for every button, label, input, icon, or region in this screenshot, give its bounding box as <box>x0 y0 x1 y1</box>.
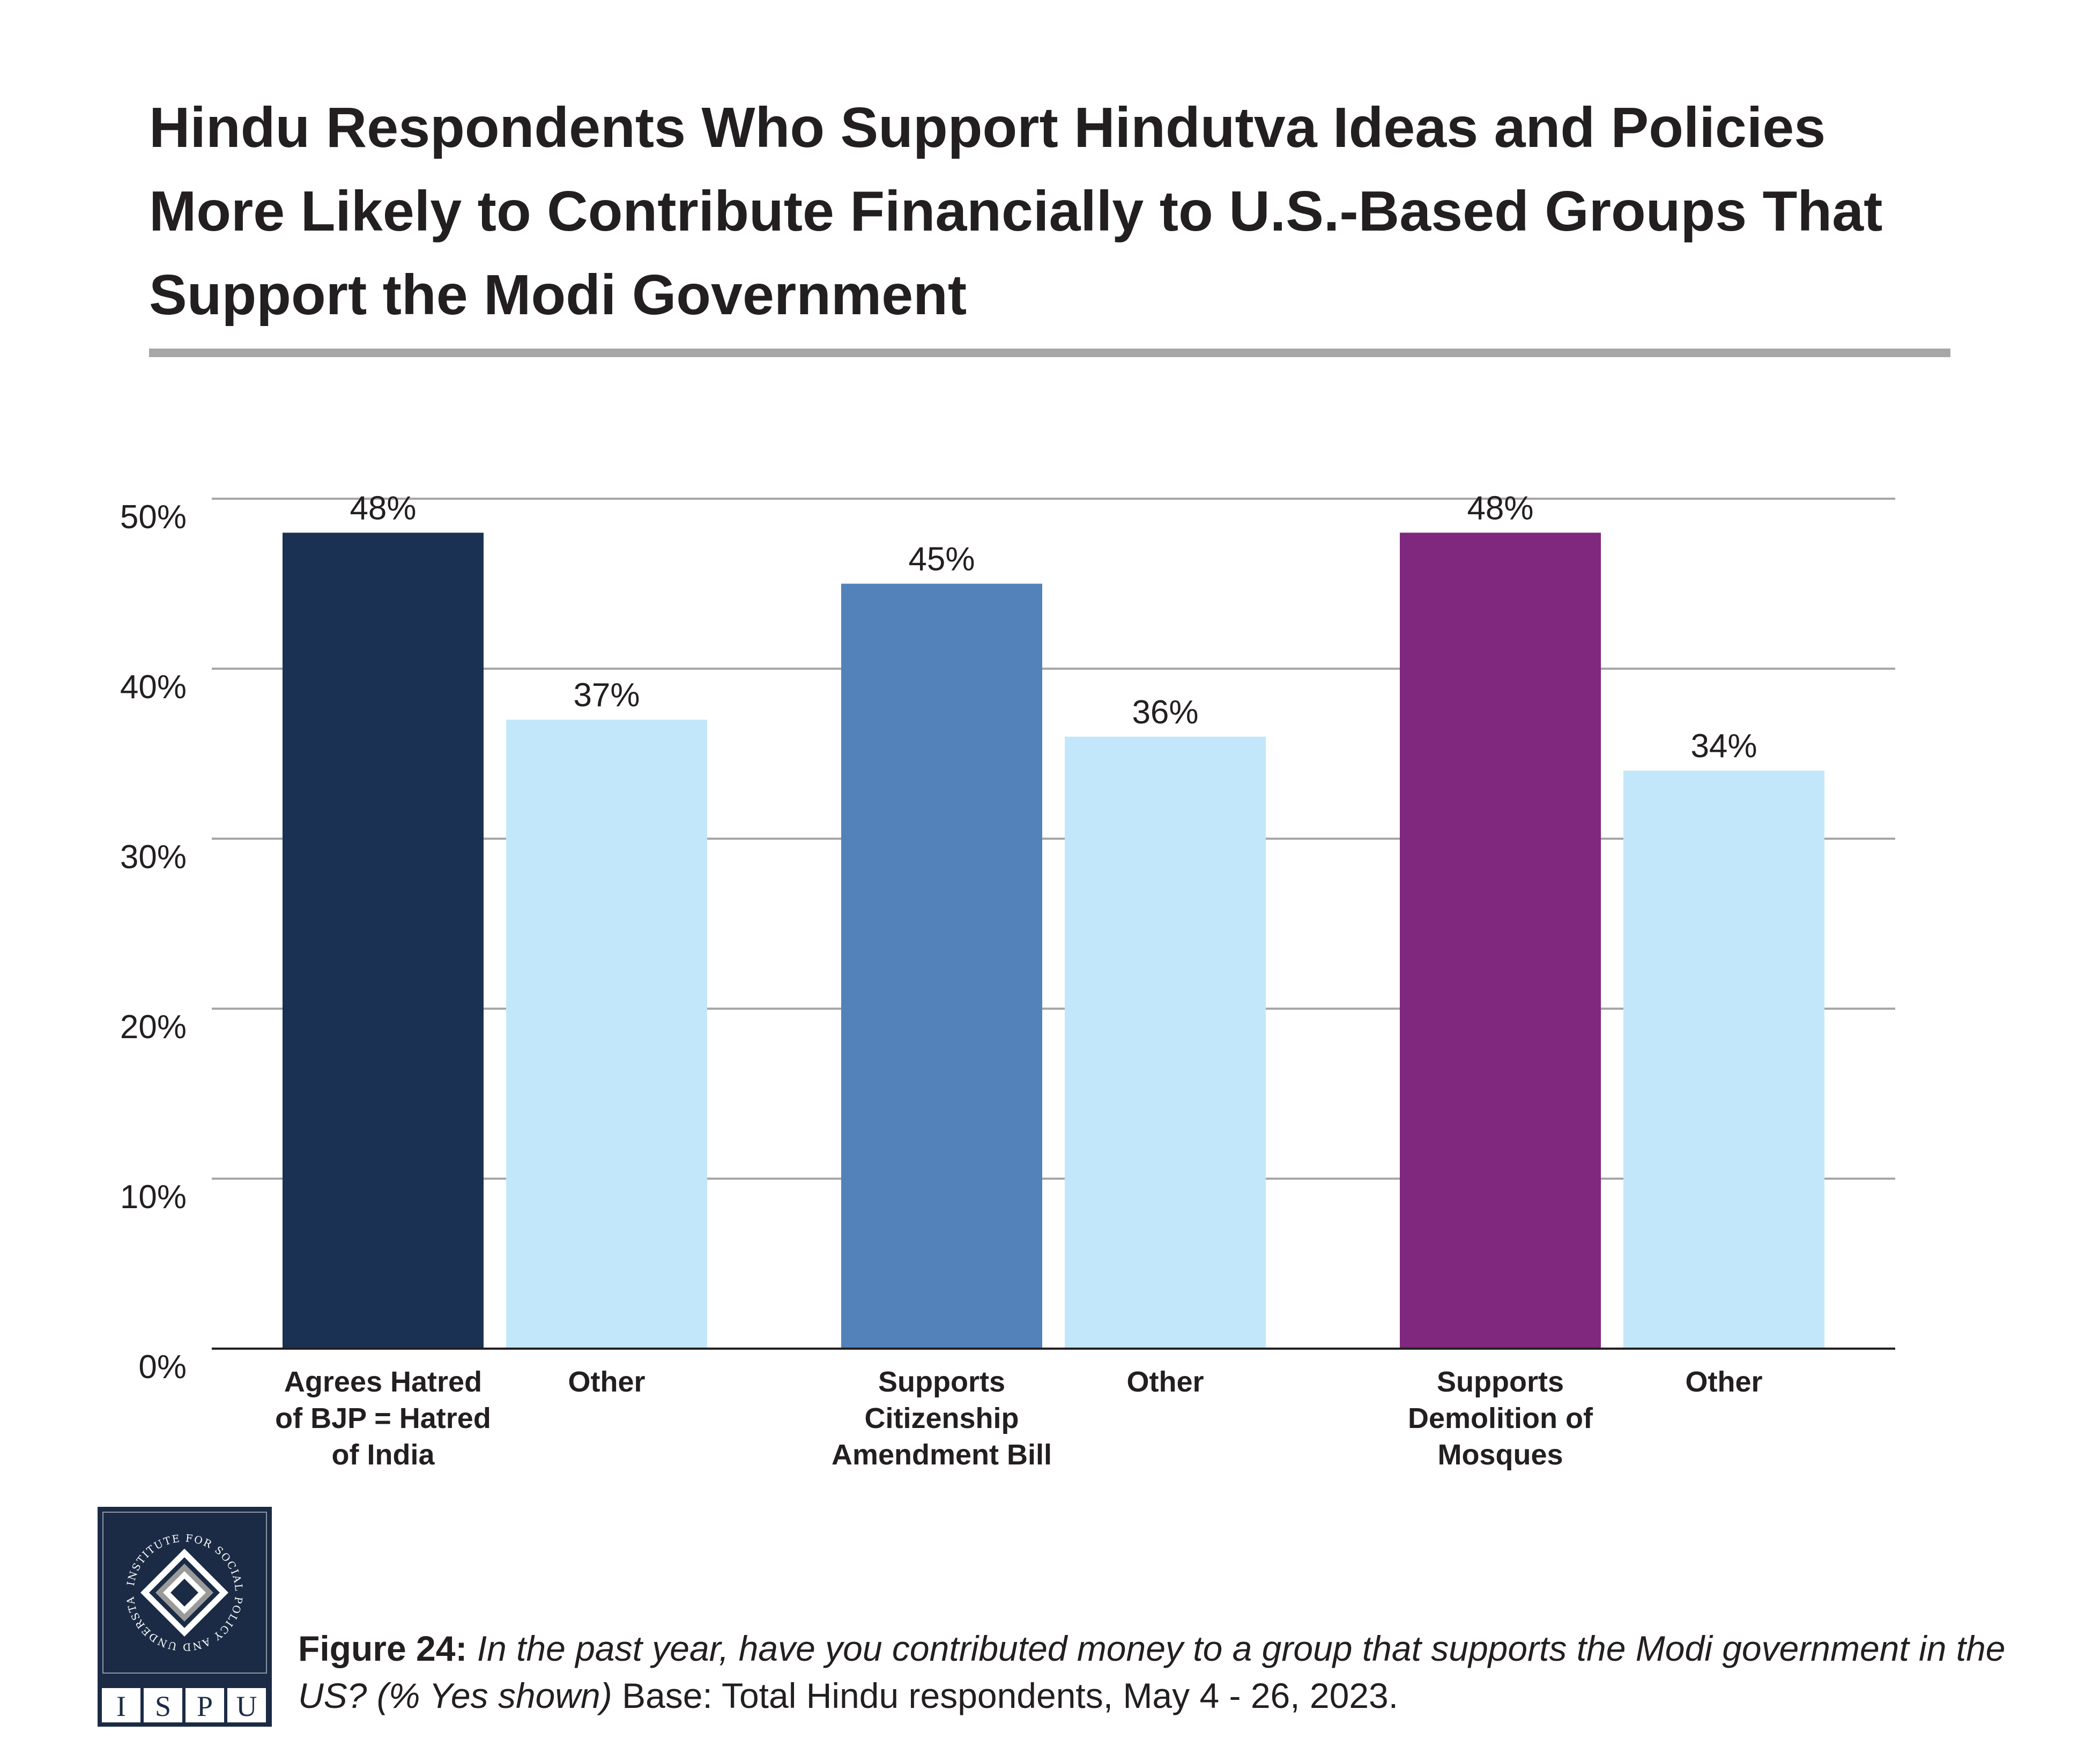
chart-title-line: Support the Modi Government <box>149 263 967 327</box>
data-label: 37% <box>573 677 640 714</box>
category-label: Other <box>1685 1366 1762 1398</box>
figure-question: In the past year, have you contributed m… <box>298 1629 2006 1715</box>
logo-letter: P <box>197 1690 213 1722</box>
category-label: of BJP = Hatred <box>275 1402 491 1434</box>
category-label: Other <box>1126 1366 1204 1398</box>
chart-title: Hindu Respondents Who Support Hindutva I… <box>149 86 1972 337</box>
data-label: 34% <box>1690 728 1757 765</box>
chart-title-line: More Likely to Contribute Financially to… <box>149 180 1883 243</box>
bar <box>283 532 484 1349</box>
ispu-logo: INSTITUTE FOR SOCIAL POLICY AND UNDERSTA… <box>98 1507 272 1727</box>
figure-base: Base: Total Hindu respondents, May 4 - 2… <box>622 1676 1399 1715</box>
category-labels: Agrees Hatred of BJP = Hatred of India Othe… <box>275 1366 1762 1471</box>
logo-letters: I S P U <box>102 1688 266 1722</box>
data-label: 48% <box>350 490 416 527</box>
data-label: 45% <box>908 541 975 578</box>
bars <box>283 532 1824 1349</box>
figure-label: Figure 24: <box>298 1629 468 1668</box>
category-label: Other <box>568 1366 645 1398</box>
category-label: of India <box>332 1439 435 1471</box>
category-label: Supports <box>878 1366 1005 1398</box>
logo-letter: I <box>116 1690 126 1722</box>
bar <box>841 583 1042 1349</box>
title-divider <box>149 349 1950 357</box>
category-label: Demolition of <box>1408 1402 1593 1434</box>
bar <box>506 720 707 1349</box>
logo-letter: U <box>236 1690 257 1722</box>
category-label: Supports <box>1437 1366 1564 1398</box>
bar-chart: 0% 10% 20% 30% 40% 50% 48% 37% 45% 36% 48% 34% Agr… <box>120 490 1895 1471</box>
y-tick-label: 10% <box>120 1179 187 1216</box>
data-label: 36% <box>1132 694 1198 731</box>
figure-caption: Figure 24: In the past year, have you co… <box>298 1625 2067 1719</box>
data-labels: 48% 37% 45% 36% 48% 34% <box>350 490 1757 765</box>
bar <box>1623 771 1824 1349</box>
y-tick-label: 20% <box>120 1009 187 1046</box>
y-tick-label: 40% <box>120 669 187 706</box>
logo-letter: S <box>155 1690 171 1722</box>
bar <box>1400 532 1601 1349</box>
y-tick-label: 30% <box>120 839 187 876</box>
data-label: 48% <box>1467 490 1533 527</box>
y-tick-label: 0% <box>138 1349 187 1386</box>
category-label: Agrees Hatred <box>284 1366 482 1398</box>
category-label: Mosques <box>1437 1439 1563 1471</box>
chart-title-line: Hindu Respondents Who Support Hindutva I… <box>149 96 1826 159</box>
category-label: Citizenship <box>864 1402 1019 1434</box>
bar <box>1065 736 1266 1349</box>
y-axis-ticks: 0% 10% 20% 30% 40% 50% <box>120 499 187 1386</box>
category-label: Amendment Bill <box>832 1439 1052 1471</box>
y-tick-label: 50% <box>120 499 187 536</box>
gridlines <box>212 498 1895 1180</box>
